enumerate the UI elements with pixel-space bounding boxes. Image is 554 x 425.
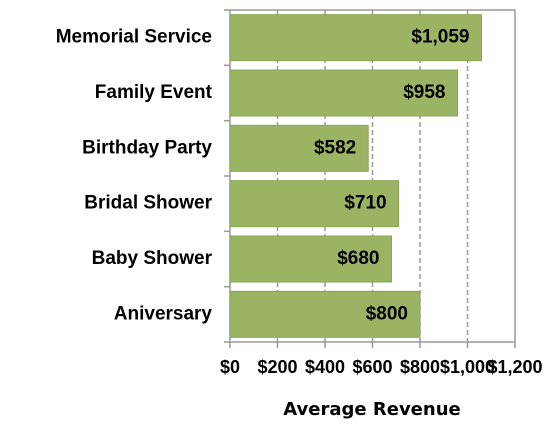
x-tick-label: $600 <box>352 357 392 377</box>
y-tick-label: Birthday Party <box>82 137 212 158</box>
y-tick-label: Baby Shower <box>92 248 213 269</box>
x-tick-label: $200 <box>257 357 297 377</box>
value-label: $680 <box>337 248 379 269</box>
x-tick-label: $1,200 <box>487 357 542 377</box>
value-label: $582 <box>314 137 356 158</box>
y-tick-label: Memorial Service <box>56 27 212 48</box>
y-tick-label: Aniversary <box>114 303 213 324</box>
value-label: $1,059 <box>411 27 469 48</box>
y-tick-label: Family Event <box>95 82 213 103</box>
bar <box>229 290 421 338</box>
bar <box>229 14 483 62</box>
x-axis-label: Average Revenue <box>283 399 460 420</box>
x-tick-label: $800 <box>400 357 440 377</box>
bar <box>229 69 459 117</box>
bar <box>229 124 369 172</box>
value-label: $710 <box>344 193 386 214</box>
x-tick-label: $1,000 <box>440 357 495 377</box>
value-label: $958 <box>403 82 445 103</box>
y-tick-label: Bridal Shower <box>84 193 212 214</box>
x-tick-label: $400 <box>305 357 345 377</box>
bar <box>229 235 392 283</box>
x-tick-label: $0 <box>220 357 240 377</box>
bar <box>229 180 400 228</box>
value-label: $800 <box>366 303 408 324</box>
